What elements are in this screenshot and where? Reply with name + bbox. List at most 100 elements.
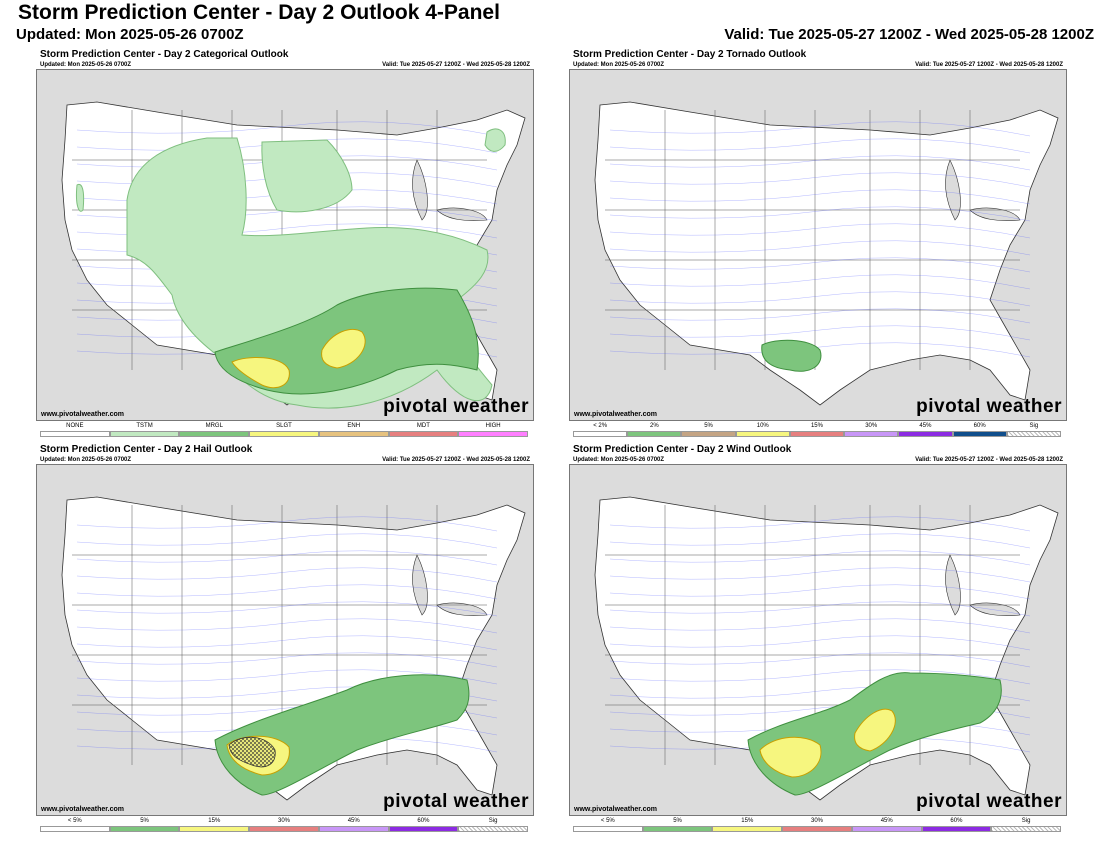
valid-period: Valid: Tue 2025-05-27 1200Z - Wed 2025-0… (724, 26, 1094, 43)
great-lakes (412, 159, 428, 221)
legend-item: 30% (249, 818, 319, 834)
wind-map: www.pivotalweather.com pivotal weather (569, 464, 1067, 816)
legend-swatch (458, 431, 528, 437)
panel-valid: Valid: Tue 2025-05-27 1200Z - Wed 2025-0… (382, 457, 530, 463)
legend-item: SLGT (249, 423, 319, 439)
legend-item: 10% (735, 423, 790, 439)
roads (76, 516, 498, 753)
road-line (609, 652, 1031, 668)
road-line (76, 516, 498, 532)
road-line (609, 342, 1031, 358)
legend-item: 30% (782, 818, 852, 834)
legend-label: NONE (66, 423, 84, 429)
legend-label: 5% (704, 423, 713, 429)
road-line (609, 138, 1031, 154)
legend-label: 2% (649, 423, 659, 429)
map-svg (37, 465, 533, 815)
legend-item: < 5% (573, 818, 643, 834)
legend-swatch (179, 826, 250, 832)
slgt-area-2 (321, 328, 366, 369)
road-line (76, 550, 498, 566)
legend-item: MRGL (179, 423, 250, 439)
legend-item: 30% (844, 423, 899, 439)
legend-label: Sig (1029, 423, 1039, 429)
roads (609, 121, 1031, 358)
legend-item: 2% (627, 423, 682, 439)
legend-item: < 5% (40, 818, 110, 834)
legend-label: 30% (865, 423, 878, 429)
legend-item: 15% (789, 423, 845, 439)
road-line (76, 618, 498, 634)
map-svg (37, 70, 533, 420)
panel-title: Storm Prediction Center - Day 2 Tornado … (573, 49, 807, 60)
pivotal-weather-logo: pivotal weather (383, 396, 529, 417)
road-line (609, 325, 1031, 341)
legend-label: Sig (1021, 818, 1031, 824)
road-line (609, 257, 1031, 273)
website-credit: www.pivotalweather.com (574, 411, 657, 418)
legend-label: TSTM (136, 423, 153, 429)
road-line (76, 533, 498, 549)
road-line (609, 618, 1031, 634)
legend-item: 5% (109, 818, 180, 834)
legend-swatch (40, 826, 110, 832)
map-svg (570, 70, 1066, 420)
tstm-ne-area (484, 128, 506, 152)
road-line (76, 601, 498, 617)
tstm-west-area (76, 183, 85, 212)
legend-label: ENH (347, 423, 361, 429)
legend-label: 10% (756, 423, 769, 429)
road-line (609, 584, 1031, 600)
legend-swatch (179, 431, 250, 437)
lake-erie (436, 602, 488, 616)
legend-swatch (109, 431, 180, 437)
panel-valid: Valid: Tue 2025-05-27 1200Z - Wed 2025-0… (915, 62, 1063, 68)
legend-label: 45% (880, 818, 893, 824)
state-borders (605, 110, 1020, 370)
risk-areas (214, 674, 470, 796)
legend-label: < 5% (67, 818, 82, 824)
legend-item: 15% (712, 818, 783, 834)
legend: < 5% 5% 15% 30% 45% 60% Sig (40, 818, 528, 834)
legend-label: 15% (208, 818, 221, 824)
legend-swatch (249, 431, 319, 437)
lake-erie (969, 602, 1021, 616)
legend-item: 5% (681, 423, 736, 439)
legend-label: < 5% (600, 818, 615, 824)
road-line (609, 121, 1031, 137)
legend-item: 60% (921, 818, 992, 834)
categorical-map: www.pivotalweather.com pivotal weather (36, 69, 534, 421)
road-line (609, 516, 1031, 532)
legend: < 2% 2% 5% 10% 15% 30% 45% 60% Sig (573, 423, 1061, 439)
us-land (594, 101, 1059, 406)
legend-swatch (782, 826, 852, 832)
legend-label: Sig (488, 818, 498, 824)
website-credit: www.pivotalweather.com (41, 806, 124, 813)
hail-map: www.pivotalweather.com pivotal weather (36, 464, 534, 816)
panel-updated: Updated: Mon 2025-05-26 0700Z (573, 457, 665, 463)
slgt-area (231, 357, 290, 389)
hail-sig-area (228, 736, 276, 768)
legend-label: 60% (950, 818, 963, 824)
legend-swatch (627, 431, 682, 437)
panel-wind: Storm Prediction Center - Day 2 Wind Out… (569, 444, 1067, 836)
panel-title: Storm Prediction Center - Day 2 Hail Out… (40, 444, 253, 455)
legend-item: NONE (40, 423, 110, 439)
legend-label: 45% (919, 423, 932, 429)
lake-erie (436, 207, 488, 221)
great-lakes (945, 554, 961, 616)
legend-swatch (573, 826, 643, 832)
pivotal-weather-logo: pivotal weather (916, 396, 1062, 417)
legend-item: Sig (1006, 423, 1061, 439)
legend-label: 15% (741, 818, 754, 824)
great-lakes (412, 554, 428, 616)
legend-label: 60% (973, 423, 986, 429)
panel-valid: Valid: Tue 2025-05-27 1200Z - Wed 2025-0… (915, 457, 1063, 463)
legend-label: MDT (416, 423, 430, 429)
road-line (609, 240, 1031, 256)
legend-swatch (952, 431, 1007, 437)
legend-swatch (789, 431, 845, 437)
legend-swatch (991, 826, 1061, 832)
road-line (76, 635, 498, 651)
panel-updated: Updated: Mon 2025-05-26 0700Z (40, 457, 132, 463)
